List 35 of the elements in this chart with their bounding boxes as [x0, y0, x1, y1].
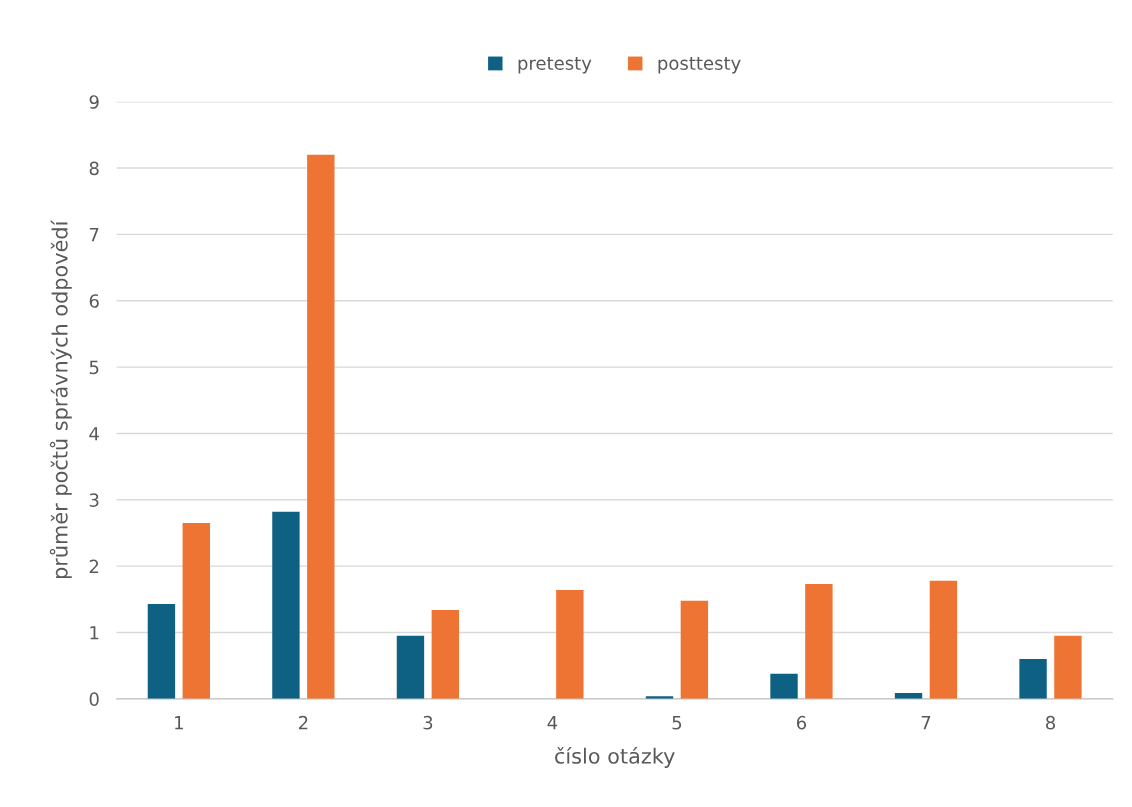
- bar: [805, 584, 833, 699]
- bar: [556, 590, 584, 699]
- bar: [147, 603, 176, 699]
- bar: [1019, 659, 1047, 699]
- y-tick-label: 5: [89, 360, 99, 375]
- bar: [272, 511, 300, 699]
- x-axis-title: číslo otázky: [555, 746, 675, 768]
- y-tick-label: 1: [90, 626, 99, 640]
- bar: [929, 580, 958, 699]
- x-tick-label: 2: [298, 715, 308, 730]
- x-tick-label: 8: [1045, 715, 1055, 730]
- y-tick-label: 6: [89, 294, 99, 308]
- bar: [431, 609, 460, 699]
- y-axis-title: průměr počtů správných odpovědí: [49, 220, 72, 579]
- x-tick-label: 3: [423, 715, 433, 730]
- x-tick-label: 5: [672, 716, 682, 730]
- y-tick-label: 7: [89, 228, 99, 242]
- bar: [307, 154, 335, 699]
- legend-label: posttesty: [658, 57, 741, 74]
- x-tick-label: 7: [921, 716, 931, 730]
- bar: [680, 600, 709, 699]
- y-tick-label: 0: [89, 692, 99, 706]
- y-tick-label: 9: [89, 95, 99, 109]
- x-tick-label: 1: [175, 716, 183, 730]
- y-tick-label: 4: [89, 427, 99, 441]
- x-tick-label: 6: [796, 715, 807, 730]
- y-tick-label: 8: [89, 161, 99, 176]
- bar: [182, 523, 210, 699]
- bar: [1054, 635, 1082, 699]
- bar: [396, 635, 425, 699]
- y-tick-label: 3: [89, 493, 99, 507]
- y-tick-label: 2: [89, 559, 99, 574]
- x-tick-label: 4: [547, 716, 558, 730]
- bar: [770, 673, 798, 699]
- legend-label: pretesty: [518, 57, 592, 74]
